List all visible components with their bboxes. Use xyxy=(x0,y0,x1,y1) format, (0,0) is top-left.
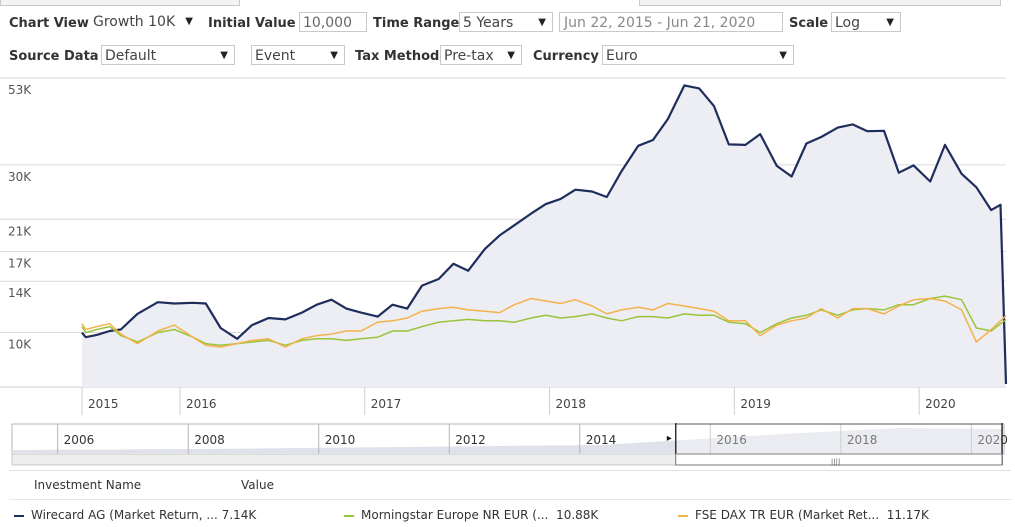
x-tick-label: 2019 xyxy=(740,397,771,411)
navigator-history-area xyxy=(12,428,1004,453)
y-tick-label: 10K xyxy=(8,338,32,352)
top-edge-bar-2 xyxy=(639,0,1001,6)
chart-view-label: Chart View xyxy=(9,16,89,31)
currency-select[interactable]: Euro ▼ xyxy=(602,45,794,65)
navigator-year-label: 2008 xyxy=(194,433,225,447)
legend-swatch xyxy=(14,514,24,517)
chart-series-layer xyxy=(81,84,1008,388)
legend-series-value: 10.88K xyxy=(556,508,599,522)
x-tick-label: 2018 xyxy=(556,397,587,411)
navigator-year-label: 2014 xyxy=(586,433,617,447)
scale-value: Log xyxy=(835,15,861,31)
legend-header-name: Investment Name xyxy=(34,478,142,492)
legend-item-morningstar-europe[interactable]: Morningstar Europe NR EUR (... 10.88K xyxy=(344,508,598,522)
event-select[interactable]: Event ▼ xyxy=(251,45,345,65)
chevron-down-icon: ▼ xyxy=(538,17,546,28)
top-edge-bar-1 xyxy=(9,0,240,6)
navigator-layer: 2006 2008 2010 2012 2014 2016 2018 2020 ▸ |||| xyxy=(11,423,1008,466)
legend-item-dax[interactable]: FSE DAX TR EUR (Market Ret... 11.17K xyxy=(678,508,929,522)
navigator-year-label: 2016 xyxy=(716,433,747,447)
navigator-year-label: 2010 xyxy=(325,433,356,447)
controls-row-1: Chart View Growth 10K ▼ Initial Value 10… xyxy=(0,10,1015,40)
legend-swatch xyxy=(678,514,688,517)
y-tick-label: 30K xyxy=(8,170,32,184)
source-data-value: Default xyxy=(105,48,157,64)
scale-label: Scale xyxy=(789,16,829,31)
navigator-scroll-thumb xyxy=(675,453,1003,466)
chevron-down-icon: ▼ xyxy=(779,50,787,61)
tax-method-label: Tax Method xyxy=(355,49,440,64)
legend-series-value: 11.17K xyxy=(886,508,929,522)
legend-series-value: 7.14K xyxy=(221,508,257,522)
navigator-selection xyxy=(675,423,1003,455)
navigator-year-label: 2012 xyxy=(455,433,486,447)
legend-series-name: Morningstar Europe NR EUR (... xyxy=(361,508,549,522)
controls-row-2: Source Data Default ▼ Event ▼ Tax Method… xyxy=(0,43,1015,73)
chart-view-select[interactable]: Growth 10K ▼ xyxy=(90,12,198,32)
tax-method-select[interactable]: Pre-tax ▼ xyxy=(440,45,522,65)
chevron-down-icon: ▼ xyxy=(886,17,894,28)
x-tick-label: 2017 xyxy=(371,397,402,411)
scale-select[interactable]: Log ▼ xyxy=(831,12,901,32)
navigator-year-label: 2006 xyxy=(64,433,95,447)
chevron-down-icon: ▼ xyxy=(220,50,228,61)
series-line-2 xyxy=(81,297,1007,348)
legend-swatch xyxy=(344,514,354,517)
currency-value: Euro xyxy=(606,48,638,64)
navigator-handle-icon: ▸ xyxy=(667,433,672,444)
source-data-select[interactable]: Default ▼ xyxy=(101,45,235,65)
range-navigator[interactable]: 2006 2008 2010 2012 2014 2016 2018 2020 ▸ |||| xyxy=(0,423,1015,467)
time-range-value: 5 Years xyxy=(463,15,514,31)
x-tick-label: 2015 xyxy=(88,397,119,411)
legend-divider xyxy=(9,499,1011,500)
tax-method-value: Pre-tax xyxy=(444,48,494,64)
chevron-down-icon: ▼ xyxy=(330,50,338,61)
initial-value-text: 10,000 xyxy=(303,15,352,31)
time-range-select[interactable]: 5 Years ▼ xyxy=(459,12,553,32)
legend-header-value: Value xyxy=(241,478,274,492)
y-tick-label: 53K xyxy=(8,83,32,97)
legend-series-name: Wirecard AG (Market Return, ... xyxy=(31,508,218,522)
x-tick-label: 2016 xyxy=(186,397,217,411)
chart-axes: 10K 14K 17K 21K 30K 53K 2015 2016 2017 2018 2019 20… xyxy=(8,83,956,415)
top-edge xyxy=(0,0,1015,6)
y-tick-label: 17K xyxy=(8,257,32,271)
legend-item-wirecard[interactable]: Wirecard AG (Market Return, ... 7.14K xyxy=(14,508,256,522)
legend-panel xyxy=(9,470,1011,527)
initial-value-input[interactable]: 10,000 xyxy=(299,12,367,32)
navigator-scroll-track xyxy=(11,453,677,466)
initial-value-label: Initial Value xyxy=(208,16,296,31)
y-tick-label: 14K xyxy=(8,286,32,300)
date-range-text: Jun 22, 2015 - Jun 21, 2020 xyxy=(564,15,756,31)
source-data-label: Source Data xyxy=(9,49,99,64)
chevron-down-icon: ▼ xyxy=(507,50,515,61)
growth-chart[interactable]: 10K 14K 17K 21K 30K 53K 2015 2016 2017 2018 2019 20… xyxy=(0,72,1015,422)
chart-view-value: Growth 10K xyxy=(93,14,176,30)
x-tick-label: 2020 xyxy=(925,397,956,411)
legend-series-name: FSE DAX TR EUR (Market Ret... xyxy=(695,508,880,522)
series-line-0 xyxy=(81,84,1008,385)
date-range-input[interactable]: Jun 22, 2015 - Jun 21, 2020 xyxy=(559,12,783,32)
navigator-grip-icon: |||| xyxy=(831,458,840,466)
time-range-label: Time Range xyxy=(373,16,460,31)
event-value: Event xyxy=(255,48,296,64)
series-area-0 xyxy=(82,85,1006,388)
y-tick-label: 21K xyxy=(8,224,32,238)
navigator-year-label: 2020 xyxy=(977,433,1008,447)
currency-label: Currency xyxy=(533,49,599,64)
navigator-year-label: 2018 xyxy=(847,433,878,447)
chevron-down-icon: ▼ xyxy=(185,16,193,27)
